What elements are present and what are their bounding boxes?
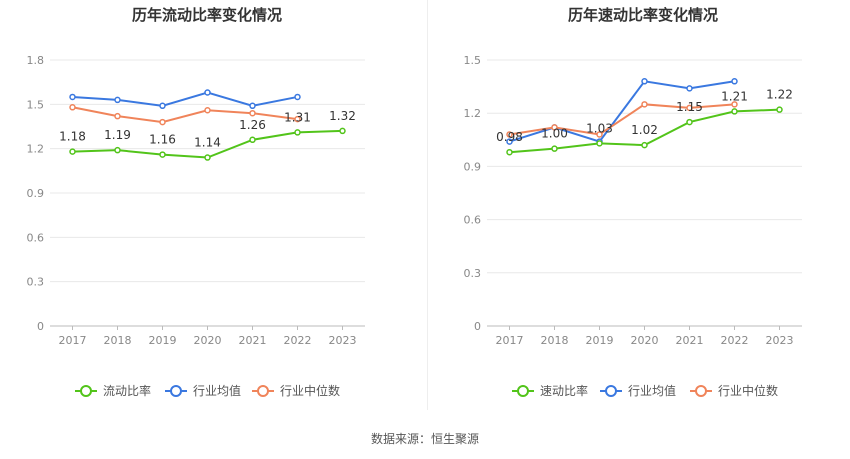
series-line bbox=[509, 103, 735, 136]
series-line bbox=[72, 106, 298, 124]
chart-title: 历年流动比率变化情况 bbox=[132, 6, 282, 24]
data-point bbox=[731, 78, 738, 85]
panel-divider bbox=[427, 0, 428, 410]
data-point bbox=[776, 106, 783, 113]
y-tick-label: 0 bbox=[37, 320, 44, 333]
data-point bbox=[249, 109, 256, 117]
y-tick-label: 0.6 bbox=[27, 231, 45, 244]
data-point bbox=[114, 146, 121, 154]
series-line bbox=[72, 91, 298, 107]
x-tick-label: 2020 bbox=[631, 334, 659, 347]
y-tick-label: 1.8 bbox=[27, 54, 45, 67]
charts-canvas: 历年流动比率变化情况 0 0.3 0.6 0.9 1.2 1.5 1.8 2017 2018 201… bbox=[27, 6, 802, 398]
y-tick-label: 0.3 bbox=[27, 276, 45, 289]
legend-marker bbox=[257, 385, 269, 397]
legend-marker bbox=[80, 385, 92, 397]
y-tick-label: 0 bbox=[474, 320, 481, 333]
x-tick-label: 2023 bbox=[766, 334, 794, 347]
data-point bbox=[294, 93, 301, 101]
y-tick-label: 0.9 bbox=[464, 160, 482, 173]
data-point bbox=[114, 112, 121, 120]
data-point bbox=[339, 127, 346, 135]
data-point bbox=[686, 104, 693, 112]
data-point bbox=[551, 145, 558, 152]
data-point bbox=[596, 140, 603, 147]
x-tick-label: 2021 bbox=[239, 334, 267, 347]
x-tick-label: 2018 bbox=[541, 334, 569, 347]
data-label: 1.32 bbox=[329, 109, 356, 123]
legend-label: 行业均值 bbox=[628, 383, 676, 398]
data-point bbox=[506, 148, 513, 156]
x-tick-label: 2017 bbox=[496, 334, 524, 347]
data-point bbox=[249, 136, 256, 144]
data-point bbox=[731, 108, 738, 115]
data-label: 1.19 bbox=[104, 128, 131, 142]
x-tick-label: 2022 bbox=[721, 334, 749, 347]
data-point bbox=[159, 151, 166, 158]
data-point bbox=[686, 118, 693, 126]
legend-marker bbox=[605, 385, 617, 397]
data-label: 1.22 bbox=[766, 88, 793, 102]
data-label: 1.00 bbox=[541, 127, 568, 141]
x-tick-label: 2019 bbox=[586, 334, 614, 347]
data-source-note: 数据来源：恒生聚源 bbox=[370, 432, 479, 446]
data-point bbox=[159, 118, 166, 126]
chart-title: 历年速动比率变化情况 bbox=[568, 6, 718, 24]
data-point bbox=[294, 129, 301, 136]
data-point bbox=[641, 141, 648, 149]
data-point bbox=[506, 138, 513, 145]
x-tick-label: 2021 bbox=[676, 334, 704, 347]
data-label: 1.21 bbox=[721, 89, 748, 103]
data-label: 1.31 bbox=[284, 110, 311, 124]
y-tick-label: 0.9 bbox=[27, 187, 45, 200]
x-tick-label: 2017 bbox=[59, 334, 87, 347]
data-point bbox=[506, 131, 513, 138]
data-label: 1.15 bbox=[676, 100, 703, 114]
legend-label: 行业均值 bbox=[193, 383, 241, 398]
data-point bbox=[159, 102, 166, 110]
x-tick-label: 2022 bbox=[284, 334, 312, 347]
y-tick-label: 1.2 bbox=[464, 107, 482, 120]
legend-label: 速动比率 bbox=[540, 383, 588, 398]
y-tick-label: 1.5 bbox=[27, 98, 45, 111]
data-point bbox=[69, 93, 76, 101]
x-tick-label: 2020 bbox=[194, 334, 222, 347]
x-tick-label: 2023 bbox=[329, 334, 357, 347]
data-point bbox=[204, 154, 211, 161]
data-point bbox=[641, 78, 648, 85]
data-label: 1.03 bbox=[586, 121, 613, 135]
legend-marker bbox=[517, 385, 529, 397]
series-line bbox=[509, 80, 735, 143]
y-tick-label: 0.6 bbox=[464, 214, 482, 227]
data-point bbox=[551, 124, 558, 131]
data-point bbox=[69, 104, 76, 111]
data-label: 0.98 bbox=[496, 130, 523, 144]
data-point bbox=[596, 131, 603, 138]
x-tick-label: 2018 bbox=[104, 334, 132, 347]
data-point bbox=[114, 96, 121, 104]
legend-marker bbox=[170, 385, 182, 397]
legend-label: 行业中位数 bbox=[280, 383, 340, 398]
legend-label: 流动比率 bbox=[103, 383, 151, 398]
legend-marker bbox=[695, 385, 707, 397]
data-point bbox=[641, 101, 648, 108]
data-label: 1.14 bbox=[194, 136, 221, 150]
data-label: 1.26 bbox=[239, 118, 266, 132]
y-tick-label: 0.3 bbox=[464, 267, 482, 280]
data-label: 1.02 bbox=[631, 123, 658, 137]
data-label: 1.16 bbox=[149, 133, 176, 147]
legend-label: 行业中位数 bbox=[718, 383, 778, 398]
data-point bbox=[731, 101, 738, 108]
data-point bbox=[686, 85, 693, 92]
data-label: 1.18 bbox=[59, 130, 86, 144]
x-tick-label: 2019 bbox=[149, 334, 177, 347]
data-point bbox=[204, 89, 211, 96]
y-tick-label: 1.5 bbox=[464, 54, 482, 67]
data-point bbox=[69, 148, 76, 155]
data-point bbox=[294, 115, 301, 123]
data-point bbox=[204, 106, 211, 114]
y-tick-label: 1.2 bbox=[27, 143, 45, 156]
data-point bbox=[249, 102, 256, 110]
